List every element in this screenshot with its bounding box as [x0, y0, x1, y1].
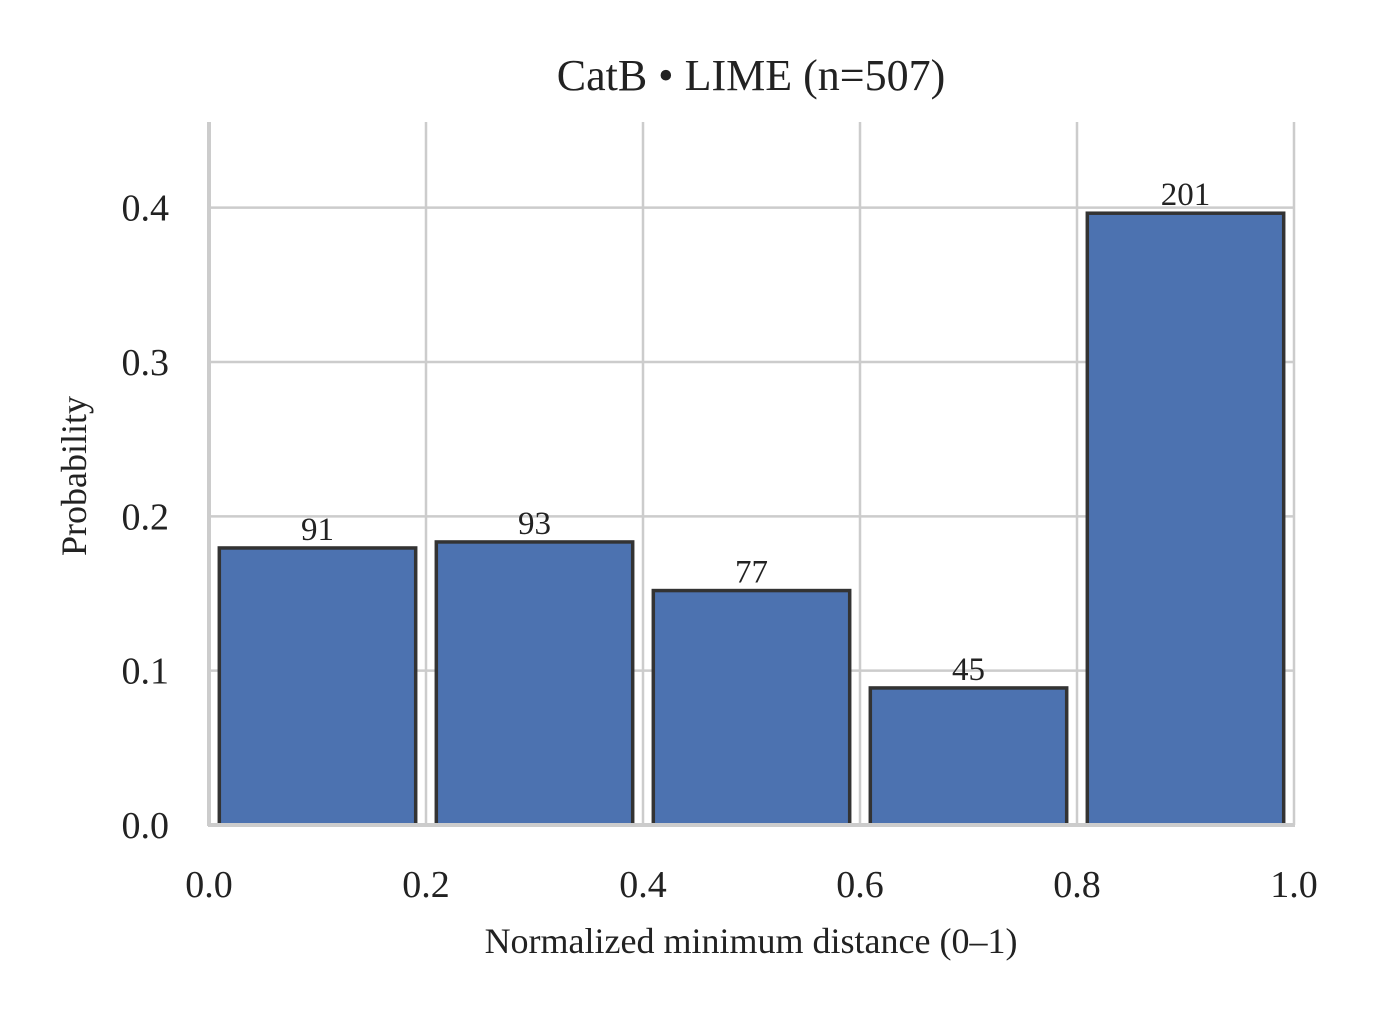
histogram-bar: [868, 686, 1069, 827]
histogram-bar: [651, 588, 852, 827]
bar-count-label: 201: [1161, 177, 1211, 213]
bars: [217, 211, 1286, 827]
y-tick-label: 0.2: [122, 496, 170, 538]
y-tick-label: 0.1: [122, 651, 170, 693]
histogram-bar: [1085, 211, 1286, 827]
histogram-bar: [217, 546, 418, 827]
x-axis-label: Normalized minimum distance (0–1): [485, 921, 1018, 961]
x-tick-label: 0.6: [836, 864, 884, 906]
bar-count-label: 45: [952, 652, 985, 688]
bar-count-label: 91: [301, 512, 334, 548]
y-tick-labels: 0.0 0.1 0.2 0.3 0.4: [122, 188, 170, 847]
histogram-bar: [434, 540, 635, 827]
x-tick-labels: 0.0 0.2 0.4 0.6 0.8 1.0: [185, 864, 1318, 906]
y-tick-label: 0.0: [122, 805, 170, 847]
bar-count-label: 93: [518, 506, 551, 542]
bar-count-labels: 91 93 77 45 201: [301, 177, 1210, 688]
axes-spines: [207, 122, 1295, 827]
x-tick-label: 0.2: [402, 864, 450, 906]
x-tick-label: 0.8: [1053, 864, 1101, 906]
y-axis-label: Probability: [54, 396, 94, 556]
x-tick-label: 0.4: [619, 864, 667, 906]
y-tick-label: 0.4: [122, 188, 170, 230]
x-tick-label: 1.0: [1270, 864, 1318, 906]
bar-count-label: 77: [735, 555, 768, 591]
chart-title: CatB • LIME (n=507): [557, 51, 946, 100]
y-tick-label: 0.3: [122, 342, 170, 384]
x-tick-label: 0.0: [185, 864, 233, 906]
